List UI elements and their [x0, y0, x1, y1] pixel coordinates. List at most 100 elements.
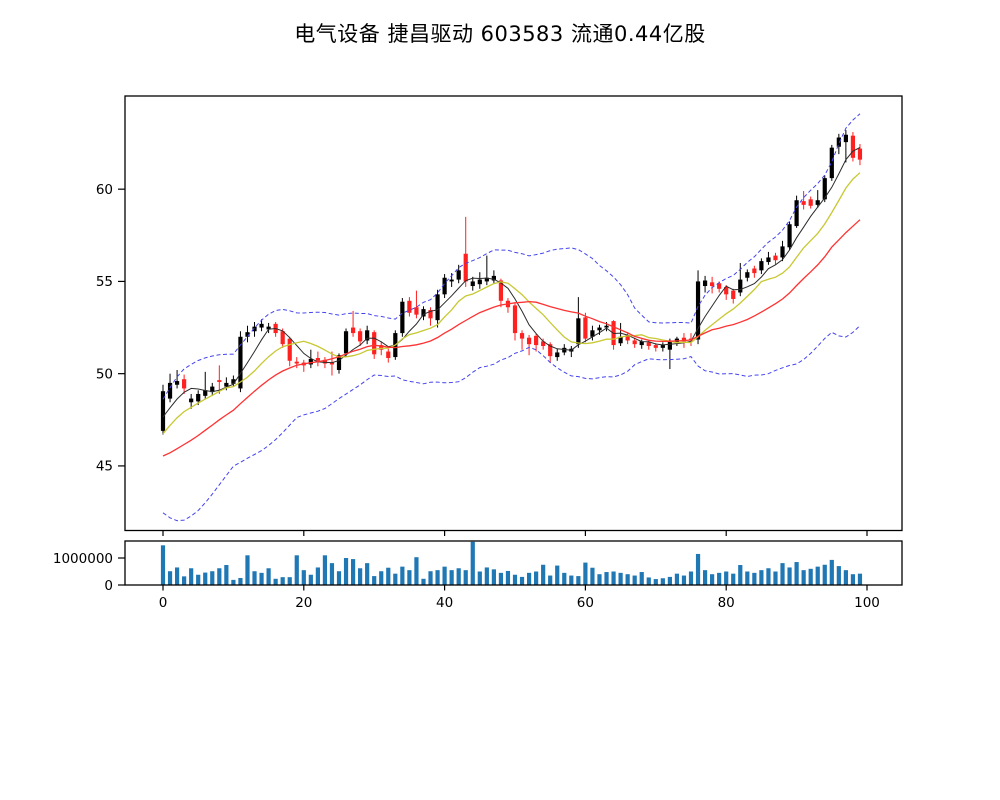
candle-body: [836, 137, 841, 147]
volume-bar: [857, 573, 863, 585]
volume-bar: [379, 571, 384, 585]
volume-bar: [259, 572, 264, 585]
volume-bar: [773, 571, 778, 585]
volume-bar: [625, 574, 630, 585]
candle-body: [857, 148, 863, 160]
volume-bar: [822, 564, 827, 585]
x-axis-tick-label: 40: [436, 595, 453, 611]
volume-bar: [555, 565, 560, 585]
candle-body: [653, 345, 658, 348]
candle-body: [470, 281, 475, 287]
volume-bar: [752, 572, 757, 585]
candle-body: [822, 178, 827, 200]
candle-body: [167, 382, 173, 399]
candle-body: [745, 272, 750, 278]
candle-body: [766, 257, 771, 263]
volume-bar: [512, 574, 518, 585]
candle-body: [815, 200, 820, 205]
candle-body: [196, 393, 201, 402]
volume-bar: [484, 567, 489, 585]
volume-bar: [210, 571, 215, 585]
volume-bar: [604, 572, 609, 585]
volume-bar: [407, 570, 412, 585]
x-axis-tick-label: 80: [718, 595, 735, 611]
volume-bar: [322, 555, 328, 585]
volume-bar: [280, 577, 285, 585]
candle-body: [752, 268, 757, 274]
candle-body: [519, 333, 525, 339]
volume-bar: [224, 565, 229, 585]
candle-body: [372, 332, 377, 355]
volume-bar: [576, 576, 581, 585]
volume-bar: [794, 562, 799, 585]
volume-bar: [569, 575, 574, 585]
candle-body: [400, 301, 405, 334]
candle-body: [695, 281, 701, 340]
volume-bar: [386, 567, 391, 585]
candle-body: [350, 327, 356, 334]
candle-body: [548, 344, 553, 357]
candle-body: [597, 327, 602, 331]
volume-bar: [829, 559, 834, 585]
candle-body: [386, 351, 391, 358]
candle-body: [555, 352, 560, 358]
ma-slow-line: [162, 219, 861, 457]
candle-body: [660, 345, 665, 348]
volume-bar: [491, 569, 496, 585]
volume-bar: [498, 572, 504, 585]
volume-ytick-label: 1000000: [53, 551, 113, 567]
x-axis-tick-label: 100: [854, 595, 880, 611]
volume-bar: [350, 559, 356, 585]
candle-body: [576, 318, 581, 345]
candle-body: [590, 330, 595, 337]
volume-bar: [167, 571, 173, 585]
candle-body: [681, 337, 687, 342]
candle-body: [625, 334, 630, 341]
candle-body: [484, 277, 489, 282]
candle-body: [449, 279, 454, 282]
volume-bar: [505, 570, 511, 585]
candle-body: [710, 282, 715, 287]
volume-bar: [231, 579, 236, 585]
volume-bar: [801, 570, 806, 585]
volume-bar: [674, 573, 680, 585]
volume-bar: [611, 571, 616, 585]
volume-bar: [646, 577, 651, 585]
volume-bar: [414, 557, 419, 585]
volume-bar: [731, 573, 736, 585]
volume-bar: [428, 571, 433, 585]
candle-body: [667, 340, 672, 350]
candle-body: [498, 280, 504, 301]
volume-bar: [843, 570, 848, 585]
candle-body: [801, 201, 806, 205]
candle-body: [759, 261, 764, 271]
volume-bar: [526, 572, 532, 585]
volume-bar: [252, 571, 257, 585]
volume-bar: [836, 566, 841, 585]
candle-body: [407, 300, 412, 313]
candle-body: [618, 336, 623, 344]
price-panel-border: [124, 95, 903, 532]
volume-bar: [273, 578, 278, 585]
candle-body: [731, 290, 736, 299]
volume-bar: [541, 564, 546, 585]
volume-bar: [329, 563, 335, 585]
candle-body: [217, 380, 222, 382]
candle-body: [463, 253, 468, 282]
x-axis-tick-label: 0: [159, 595, 168, 611]
price-ytick-label: 55: [96, 274, 113, 290]
volume-bar: [597, 574, 602, 585]
volume-bar: [477, 571, 482, 585]
bollinger-upper-line: [162, 113, 861, 400]
volume-bar: [196, 574, 201, 585]
candlestick-series: [160, 130, 863, 435]
volume-bar: [182, 576, 187, 585]
price-ytick-label: 50: [96, 366, 113, 382]
volume-bar: [372, 576, 377, 585]
candle-body: [189, 398, 194, 403]
candle-body: [491, 275, 496, 281]
volume-bar: [336, 571, 342, 585]
volume-bar: [449, 570, 454, 585]
chart-title: 电气设备 捷昌驱动 603583 流通0.44亿股: [294, 22, 706, 46]
